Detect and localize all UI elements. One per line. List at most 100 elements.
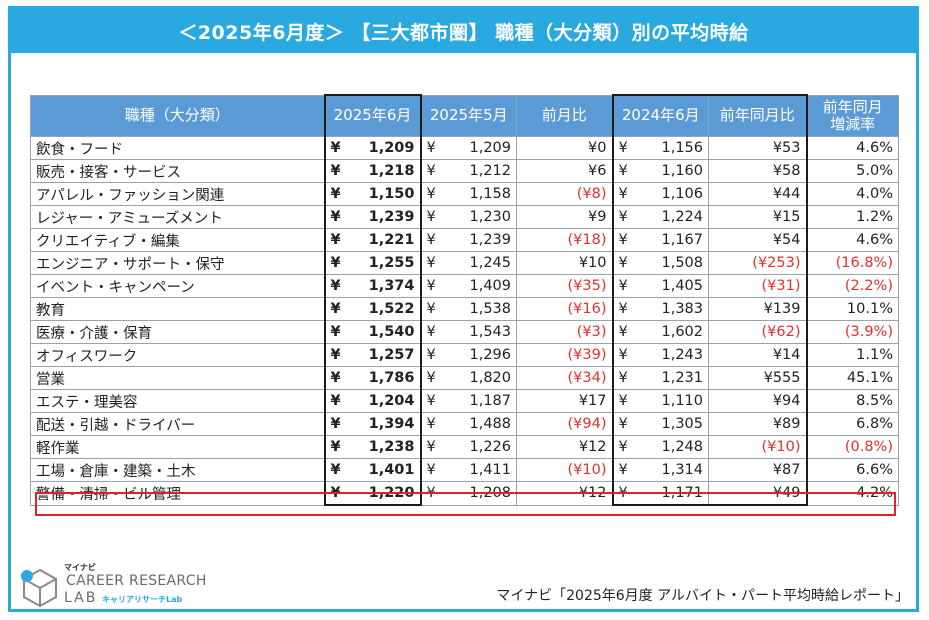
yen-sign: ¥ — [618, 416, 628, 432]
cell-yoy: ¥89 — [708, 412, 808, 436]
yen-sign: ¥ — [330, 324, 341, 340]
yen-sign: ¥ — [426, 416, 436, 432]
cell-category: 販売・接客・サービス — [30, 159, 325, 183]
cell-prev-month: ¥1,543 — [420, 320, 517, 344]
cell-category: エステ・理美容 — [30, 389, 325, 413]
cell-mom: (¥8) — [516, 182, 613, 206]
cell-prev-month-value: 1,543 — [469, 324, 511, 340]
cell-cur: ¥1,255 — [323, 251, 422, 275]
cell-category: アパレル・ファッション関連 — [30, 182, 325, 206]
yen-sign: ¥ — [426, 140, 436, 156]
cell-cur-value: 1,786 — [368, 370, 415, 386]
yen-sign: ¥ — [330, 301, 341, 317]
cell-yoy-rate: (2.2%) — [806, 274, 899, 298]
cell-last-year-value: 1,248 — [661, 439, 703, 455]
table-row: 販売・接客・サービス ¥1,218 ¥1,212 ¥6 ¥1,160 ¥58 5.0% — [30, 159, 899, 183]
header-yoy: 前年同月比 — [708, 94, 808, 137]
cell-prev-month-value: 1,488 — [469, 416, 511, 432]
yen-sign: ¥ — [330, 140, 341, 156]
cell-last-year: ¥1,243 — [611, 343, 709, 367]
cell-cur: ¥1,522 — [323, 297, 422, 321]
cell-category: 医療・介護・保育 — [30, 320, 325, 344]
cell-prev-month: ¥1,239 — [420, 228, 517, 252]
cell-yoy: ¥54 — [708, 228, 808, 252]
cell-mom: (¥34) — [516, 366, 613, 390]
yen-sign: ¥ — [330, 163, 341, 179]
cell-mom: ¥9 — [516, 205, 613, 229]
cell-mom: ¥17 — [516, 389, 613, 413]
cell-last-year-value: 1,405 — [661, 278, 703, 294]
cell-cur-value: 1,401 — [368, 462, 415, 478]
cell-yoy-rate: 4.2% — [806, 481, 899, 506]
yen-sign: ¥ — [618, 301, 628, 317]
table-row: 工場・倉庫・建築・土木 ¥1,401 ¥1,411 (¥10) ¥1,314 ¥87 6.6… — [30, 458, 899, 482]
yen-sign: ¥ — [426, 370, 436, 386]
cell-yoy: ¥53 — [708, 136, 808, 160]
cell-last-year: ¥1,156 — [611, 136, 709, 160]
yen-sign: ¥ — [426, 209, 436, 225]
cell-yoy-rate: 5.0% — [806, 159, 899, 183]
header-mom: 前月比 — [516, 94, 613, 137]
yen-sign: ¥ — [330, 255, 341, 271]
cell-mom: (¥3) — [516, 320, 613, 344]
cell-prev-month: ¥1,296 — [420, 343, 517, 367]
cell-last-year: ¥1,171 — [611, 481, 709, 506]
yen-sign: ¥ — [426, 324, 436, 340]
cell-category: 配送・引越・ドライバー — [30, 412, 325, 436]
yen-sign: ¥ — [618, 255, 628, 271]
cell-category: 飲食・フード — [30, 136, 325, 160]
yen-sign: ¥ — [426, 439, 436, 455]
cell-last-year: ¥1,405 — [611, 274, 709, 298]
cell-cur-value: 1,374 — [368, 278, 415, 294]
yen-sign: ¥ — [618, 278, 628, 294]
cell-category: オフィスワーク — [30, 343, 325, 367]
cell-cur: ¥1,540 — [323, 320, 422, 344]
yen-sign: ¥ — [618, 393, 628, 409]
cell-yoy: ¥44 — [708, 182, 808, 206]
cell-yoy: (¥31) — [708, 274, 808, 298]
cell-mom: (¥94) — [516, 412, 613, 436]
cell-cur: ¥1,221 — [323, 228, 422, 252]
yen-sign: ¥ — [330, 462, 341, 478]
table-row: 警備・清掃・ビル管理 ¥1,220 ¥1,208 ¥12 ¥1,171 ¥49 4.2% — [30, 481, 899, 506]
cell-cur-value: 1,540 — [368, 324, 415, 340]
yen-sign: ¥ — [618, 163, 628, 179]
cell-category: 軽作業 — [30, 435, 325, 459]
cell-prev-month: ¥1,820 — [420, 366, 517, 390]
cell-last-year-value: 1,383 — [661, 301, 703, 317]
yen-sign: ¥ — [330, 209, 341, 225]
cell-prev-month: ¥1,538 — [420, 297, 517, 321]
yen-sign: ¥ — [330, 347, 341, 363]
cell-cur-value: 1,522 — [368, 301, 415, 317]
table-body: 飲食・フード ¥1,209 ¥1,209 ¥0 ¥1,156 ¥53 4.6% 販売・接客・サ… — [30, 136, 899, 506]
logo-brand-lab: LAB — [64, 590, 98, 606]
cell-prev-month-value: 1,209 — [469, 140, 511, 156]
cell-last-year: ¥1,110 — [611, 389, 709, 413]
cell-cur-value: 1,221 — [368, 232, 415, 248]
cell-cur-value: 1,218 — [368, 163, 415, 179]
logo-cube-icon — [21, 568, 57, 608]
cell-prev-month: ¥1,488 — [420, 412, 517, 436]
logo-brand-sub: キャリアリサーチLab — [102, 595, 183, 604]
table-row: 配送・引越・ドライバー ¥1,394 ¥1,488 (¥94) ¥1,305 ¥89 6.8… — [30, 412, 899, 436]
table-row: クリエイティブ・編集 ¥1,221 ¥1,239 (¥18) ¥1,167 ¥54 4.6% — [30, 228, 899, 252]
cell-yoy: ¥139 — [708, 297, 808, 321]
cell-last-year-value: 1,110 — [661, 393, 703, 409]
yen-sign: ¥ — [330, 485, 341, 501]
cell-prev-month: ¥1,158 — [420, 182, 517, 206]
yen-sign: ¥ — [618, 485, 628, 501]
cell-last-year: ¥1,305 — [611, 412, 709, 436]
cell-prev-month-value: 1,245 — [469, 255, 511, 271]
cell-yoy-rate: 1.1% — [806, 343, 899, 367]
cell-prev-month: ¥1,212 — [420, 159, 517, 183]
cell-last-year-value: 1,508 — [661, 255, 703, 271]
yen-sign: ¥ — [330, 393, 341, 409]
cell-prev-month-value: 1,208 — [469, 485, 511, 502]
cell-yoy: ¥94 — [708, 389, 808, 413]
yen-sign: ¥ — [426, 186, 436, 202]
cell-prev-month: ¥1,208 — [420, 481, 517, 506]
logo: マイナビ CAREER RESEARCH LAB キャリアリサーチLab — [18, 562, 218, 610]
yen-sign: ¥ — [618, 462, 628, 478]
cell-prev-month-value: 1,212 — [469, 163, 511, 179]
cell-cur-value: 1,209 — [368, 140, 415, 156]
